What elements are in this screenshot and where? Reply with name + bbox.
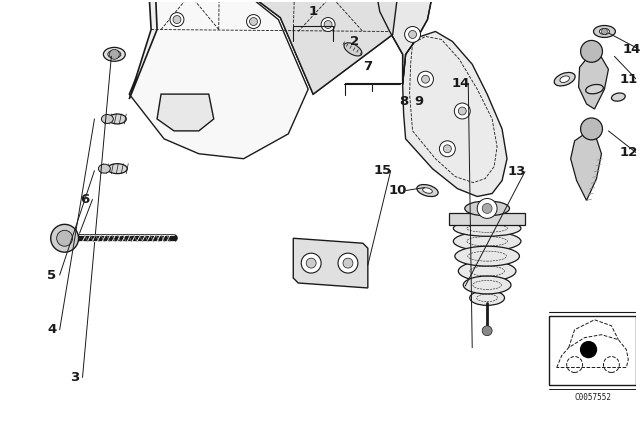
Ellipse shape	[586, 85, 604, 94]
Bar	[548, 316, 636, 385]
Circle shape	[57, 230, 72, 246]
Ellipse shape	[458, 261, 516, 281]
Polygon shape	[157, 94, 214, 131]
Ellipse shape	[470, 290, 504, 306]
Circle shape	[482, 326, 492, 336]
Text: 6: 6	[80, 193, 89, 206]
Ellipse shape	[108, 50, 121, 58]
Ellipse shape	[422, 188, 433, 193]
Ellipse shape	[108, 164, 127, 174]
Text: 4: 4	[47, 323, 56, 336]
Circle shape	[408, 30, 417, 39]
Circle shape	[444, 145, 451, 153]
Circle shape	[458, 107, 467, 115]
Ellipse shape	[600, 29, 609, 34]
Ellipse shape	[455, 246, 520, 266]
Circle shape	[338, 253, 358, 273]
Text: C0057552: C0057552	[574, 393, 611, 402]
Circle shape	[580, 40, 602, 62]
Circle shape	[301, 253, 321, 273]
Text: 14: 14	[451, 77, 470, 90]
Circle shape	[250, 17, 257, 26]
Text: 12: 12	[619, 146, 637, 159]
Circle shape	[173, 16, 181, 23]
Ellipse shape	[465, 201, 509, 216]
Circle shape	[602, 29, 607, 34]
Text: 9: 9	[414, 95, 423, 108]
Circle shape	[324, 21, 332, 29]
Ellipse shape	[593, 26, 616, 38]
Text: 11: 11	[619, 73, 637, 86]
Text: 10: 10	[388, 184, 407, 197]
Ellipse shape	[453, 232, 521, 251]
Circle shape	[580, 118, 602, 140]
Text: 8: 8	[399, 95, 408, 108]
Polygon shape	[571, 134, 602, 201]
Text: 5: 5	[47, 268, 56, 281]
Ellipse shape	[344, 43, 362, 56]
Ellipse shape	[99, 164, 110, 173]
Ellipse shape	[611, 93, 625, 101]
Polygon shape	[129, 0, 397, 99]
Text: 15: 15	[374, 164, 392, 177]
Circle shape	[109, 49, 119, 59]
Ellipse shape	[417, 185, 438, 197]
Circle shape	[477, 198, 497, 218]
Ellipse shape	[453, 220, 521, 236]
Circle shape	[580, 342, 596, 358]
Circle shape	[321, 17, 335, 31]
Circle shape	[246, 15, 260, 29]
Circle shape	[417, 71, 433, 87]
Ellipse shape	[560, 76, 570, 82]
Ellipse shape	[101, 115, 113, 124]
Circle shape	[422, 75, 429, 83]
Text: 14: 14	[622, 43, 640, 56]
Circle shape	[404, 26, 420, 43]
Polygon shape	[376, 0, 433, 84]
Polygon shape	[579, 56, 609, 109]
Ellipse shape	[463, 276, 511, 294]
Bar	[449, 213, 525, 225]
Circle shape	[306, 258, 316, 268]
Text: 2: 2	[350, 35, 359, 48]
Ellipse shape	[104, 47, 125, 61]
Circle shape	[440, 141, 455, 157]
Ellipse shape	[554, 73, 575, 86]
Polygon shape	[239, 0, 397, 94]
Ellipse shape	[108, 114, 126, 124]
Polygon shape	[129, 0, 308, 159]
Circle shape	[170, 13, 184, 26]
Circle shape	[51, 224, 79, 252]
Circle shape	[343, 258, 353, 268]
Text: 3: 3	[70, 371, 79, 384]
Circle shape	[482, 203, 492, 213]
Polygon shape	[403, 31, 507, 197]
Text: 13: 13	[508, 165, 526, 178]
Text: 7: 7	[363, 60, 372, 73]
Text: 1: 1	[308, 4, 317, 17]
Polygon shape	[293, 238, 368, 288]
Circle shape	[454, 103, 470, 119]
